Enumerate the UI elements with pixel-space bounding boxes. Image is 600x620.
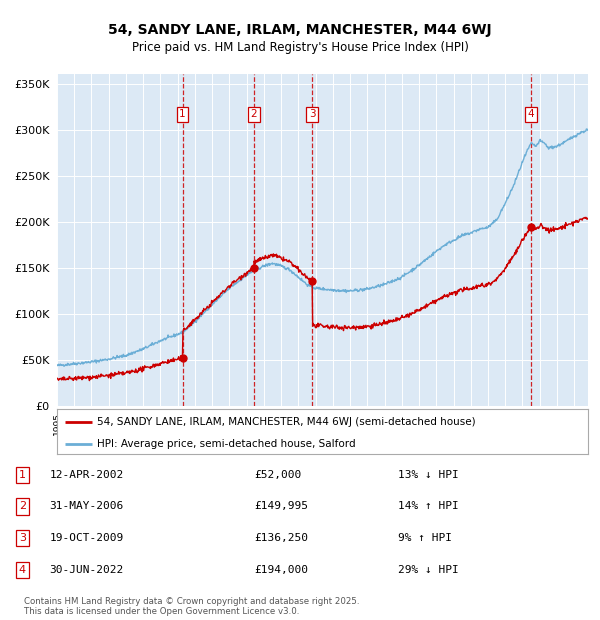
Text: £149,995: £149,995 bbox=[254, 502, 308, 512]
Text: 3: 3 bbox=[309, 109, 316, 119]
Text: 19-OCT-2009: 19-OCT-2009 bbox=[49, 533, 124, 543]
Text: 12-APR-2002: 12-APR-2002 bbox=[49, 470, 124, 480]
Text: 54, SANDY LANE, IRLAM, MANCHESTER, M44 6WJ: 54, SANDY LANE, IRLAM, MANCHESTER, M44 6… bbox=[108, 23, 492, 37]
Text: 29% ↓ HPI: 29% ↓ HPI bbox=[398, 565, 458, 575]
Text: 1: 1 bbox=[19, 470, 26, 480]
Text: 13% ↓ HPI: 13% ↓ HPI bbox=[398, 470, 458, 480]
Text: HPI: Average price, semi-detached house, Salford: HPI: Average price, semi-detached house,… bbox=[97, 439, 355, 449]
Text: £52,000: £52,000 bbox=[254, 470, 301, 480]
Text: Price paid vs. HM Land Registry's House Price Index (HPI): Price paid vs. HM Land Registry's House … bbox=[131, 41, 469, 53]
Text: £136,250: £136,250 bbox=[254, 533, 308, 543]
Text: 3: 3 bbox=[19, 533, 26, 543]
Point bbox=[307, 276, 317, 286]
Text: 30-JUN-2022: 30-JUN-2022 bbox=[49, 565, 124, 575]
Text: 9% ↑ HPI: 9% ↑ HPI bbox=[398, 533, 452, 543]
Text: £194,000: £194,000 bbox=[254, 565, 308, 575]
Text: 2: 2 bbox=[19, 502, 26, 512]
Text: 31-MAY-2006: 31-MAY-2006 bbox=[49, 502, 124, 512]
Text: 54, SANDY LANE, IRLAM, MANCHESTER, M44 6WJ (semi-detached house): 54, SANDY LANE, IRLAM, MANCHESTER, M44 6… bbox=[97, 417, 475, 427]
Text: 4: 4 bbox=[528, 109, 535, 119]
Text: 14% ↑ HPI: 14% ↑ HPI bbox=[398, 502, 458, 512]
Text: This data is licensed under the Open Government Licence v3.0.: This data is licensed under the Open Gov… bbox=[24, 607, 299, 616]
Text: 2: 2 bbox=[251, 109, 257, 119]
Text: Contains HM Land Registry data © Crown copyright and database right 2025.: Contains HM Land Registry data © Crown c… bbox=[24, 597, 359, 606]
Point bbox=[178, 353, 187, 363]
Point bbox=[249, 263, 259, 273]
Point bbox=[526, 223, 536, 232]
Text: 4: 4 bbox=[19, 565, 26, 575]
Text: 1: 1 bbox=[179, 109, 186, 119]
